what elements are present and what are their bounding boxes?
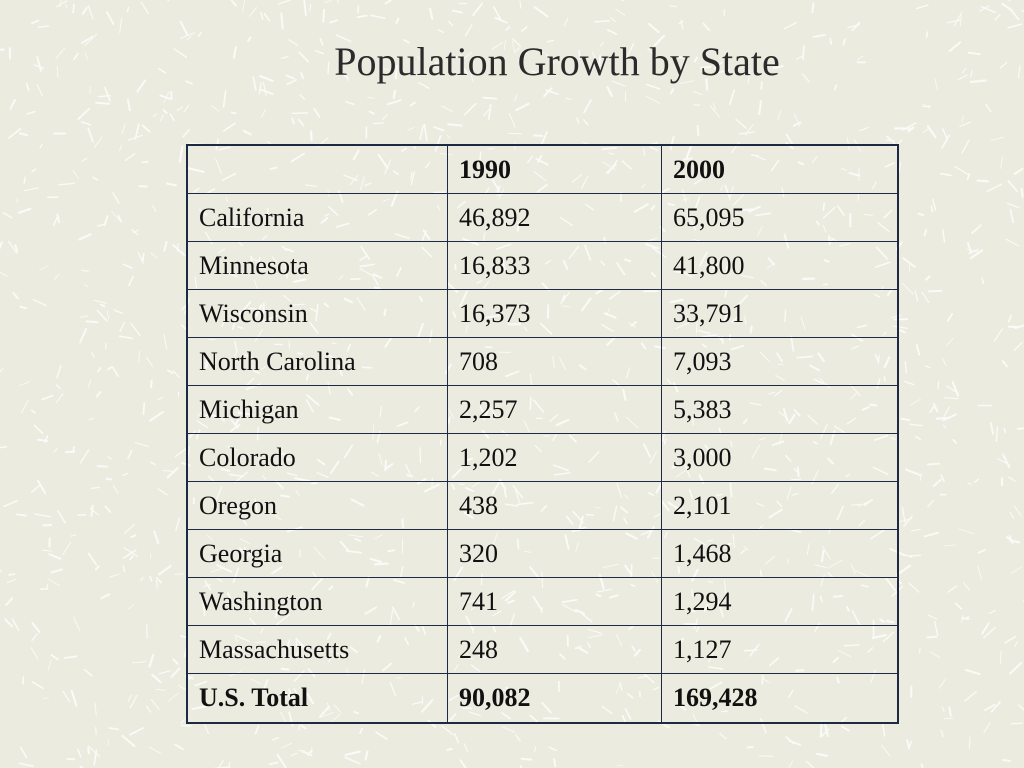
total-1990-cell: 90,082	[447, 673, 662, 724]
value-2000-cell: 1,468	[661, 529, 899, 578]
state-cell: Massachusetts	[186, 625, 448, 674]
table-row: Georgia 320 1,468	[186, 529, 899, 578]
value-1990-cell: 16,373	[447, 289, 662, 338]
table-header-row: 1990 2000	[186, 144, 899, 194]
table-row: Minnesota 16,833 41,800	[186, 241, 899, 290]
total-row: U.S. Total 90,082 169,428	[186, 673, 899, 724]
value-1990-cell: 16,833	[447, 241, 662, 290]
total-label-cell: U.S. Total	[186, 673, 448, 724]
value-1990-cell: 46,892	[447, 193, 662, 242]
value-2000-cell: 5,383	[661, 385, 899, 434]
value-2000-cell: 41,800	[661, 241, 899, 290]
total-2000-cell: 169,428	[661, 673, 899, 724]
header-cell-state	[186, 144, 448, 194]
table-row: California 46,892 65,095	[186, 193, 899, 242]
population-table-container: 1990 2000 California 46,892 65,095 Minne…	[186, 144, 899, 724]
state-cell: Wisconsin	[186, 289, 448, 338]
slide-title: Population Growth by State	[334, 39, 780, 84]
state-cell: Michigan	[186, 385, 448, 434]
value-2000-cell: 2,101	[661, 481, 899, 530]
value-1990-cell: 320	[447, 529, 662, 578]
header-cell-1990: 1990	[447, 144, 662, 194]
state-cell: Colorado	[186, 433, 448, 482]
value-1990-cell: 708	[447, 337, 662, 386]
state-cell: Georgia	[186, 529, 448, 578]
value-1990-cell: 248	[447, 625, 662, 674]
state-cell: Minnesota	[186, 241, 448, 290]
table-row: North Carolina 708 7,093	[186, 337, 899, 386]
population-table: 1990 2000 California 46,892 65,095 Minne…	[186, 144, 899, 724]
value-1990-cell: 2,257	[447, 385, 662, 434]
value-1990-cell: 741	[447, 577, 662, 626]
table-row: Michigan 2,257 5,383	[186, 385, 899, 434]
value-2000-cell: 3,000	[661, 433, 899, 482]
table-row: Washington 741 1,294	[186, 577, 899, 626]
state-cell: North Carolina	[186, 337, 448, 386]
state-cell: Oregon	[186, 481, 448, 530]
table-row: Oregon 438 2,101	[186, 481, 899, 530]
value-1990-cell: 438	[447, 481, 662, 530]
value-2000-cell: 7,093	[661, 337, 899, 386]
header-cell-2000: 2000	[661, 144, 899, 194]
value-1990-cell: 1,202	[447, 433, 662, 482]
value-2000-cell: 1,294	[661, 577, 899, 626]
table-row: Colorado 1,202 3,000	[186, 433, 899, 482]
value-2000-cell: 1,127	[661, 625, 899, 674]
state-cell: California	[186, 193, 448, 242]
value-2000-cell: 65,095	[661, 193, 899, 242]
table-row: Wisconsin 16,373 33,791	[186, 289, 899, 338]
state-cell: Washington	[186, 577, 448, 626]
value-2000-cell: 33,791	[661, 289, 899, 338]
table-row: Massachusetts 248 1,127	[186, 625, 899, 674]
